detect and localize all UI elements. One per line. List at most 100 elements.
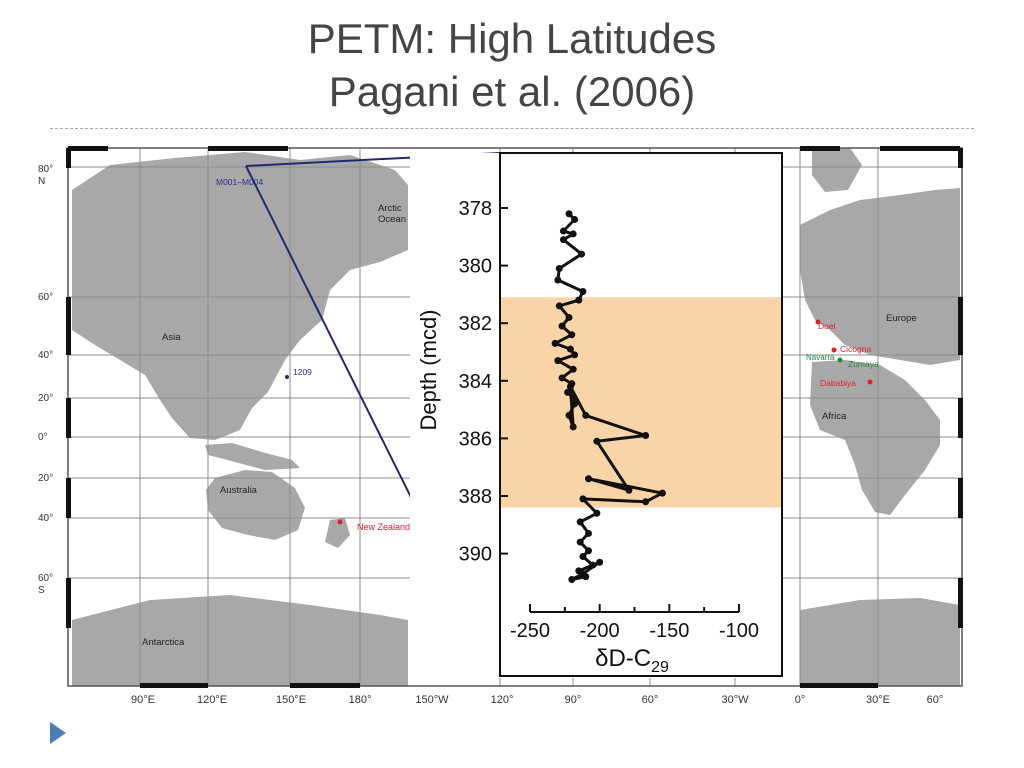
land-antarctica <box>72 595 408 686</box>
site-1209: 1209 <box>293 367 312 377</box>
data-point <box>642 498 650 506</box>
data-point <box>568 576 576 584</box>
region-arctic-1: Arctic <box>378 203 402 214</box>
x-tick-label: -200 <box>580 620 620 642</box>
lon-label: 120° <box>491 694 514 706</box>
data-point <box>569 394 577 402</box>
petm-shaded-band <box>500 297 782 508</box>
data-point <box>558 374 566 382</box>
y-tick-label: 390 <box>459 544 492 566</box>
data-point <box>559 236 567 244</box>
chart-y-axis: 378 380 382 384 386 388 390 <box>459 198 508 566</box>
data-point <box>569 230 577 238</box>
y-tick-label: 378 <box>459 198 492 220</box>
lon-label: 30°W <box>721 694 749 706</box>
chart-x-label: δD-C29 <box>595 645 669 676</box>
site-dababiya-dot <box>867 379 873 385</box>
data-point <box>585 475 593 483</box>
data-point <box>579 552 587 560</box>
data-point <box>565 313 573 321</box>
region-arctic-2: Ocean <box>378 214 406 225</box>
chart-y-label: Depth (mcd) <box>416 309 441 430</box>
chart-plot-frame <box>499 152 783 677</box>
data-point <box>559 227 567 235</box>
site-m001: M001–M004 <box>216 177 264 187</box>
lon-label: 0° <box>795 694 806 706</box>
lon-labels: 90°E 120°E 150°E 180° 150°W 120° 90° 60°… <box>131 694 943 706</box>
lat-80: 80° <box>38 164 53 175</box>
site-doel-dot <box>815 319 821 325</box>
slide-title: PETM: High Latitudes Pagani et al. (2006… <box>212 12 812 118</box>
data-point <box>578 250 586 258</box>
data-point <box>566 345 574 353</box>
data-point <box>555 302 563 310</box>
lat-label-60s: 60° S <box>38 573 56 596</box>
site-doel: Doel <box>818 321 836 331</box>
y-tick-label: 386 <box>459 428 492 450</box>
title-line-1: PETM: High Latitudes <box>307 15 717 62</box>
chart-x-label-sub: 29 <box>651 659 669 676</box>
y-tick-label: 380 <box>459 256 492 278</box>
site-1209-dot <box>285 375 289 379</box>
data-point <box>565 411 573 419</box>
lon-label: 150°W <box>415 694 449 706</box>
map-frame-ticks <box>66 146 963 688</box>
data-point <box>569 365 577 373</box>
y-tick-label: 382 <box>459 313 492 335</box>
data-point <box>589 561 597 569</box>
land-antarctica-east <box>800 598 960 686</box>
lon-label: 90°E <box>131 694 155 706</box>
lon-label: 60° <box>927 694 944 706</box>
series-points <box>551 210 666 584</box>
land-europe <box>800 188 960 365</box>
data-point <box>565 210 573 218</box>
land-indonesia <box>205 443 300 470</box>
data-point <box>658 489 666 497</box>
y-tick-label: 388 <box>459 486 492 508</box>
region-labels: Asia Arctic Ocean Australia Antarctica E… <box>142 203 917 648</box>
site-navarra: Navarra <box>806 353 835 362</box>
site-zumaya: Zumaya <box>848 359 879 369</box>
data-point <box>571 216 579 224</box>
region-africa: Africa <box>822 411 847 422</box>
lat-60: 60° <box>38 573 53 584</box>
site-cicogna-dot <box>831 347 837 353</box>
data-point <box>554 276 562 284</box>
site-zumaya-dot <box>837 357 843 363</box>
lon-label: 90° <box>565 694 582 706</box>
data-point <box>596 558 604 566</box>
chart-x-axis: -250 -200 -150 -100 <box>510 604 759 642</box>
lat-s: S <box>38 585 45 596</box>
land-alaska <box>380 205 408 240</box>
land-greenland <box>812 148 862 192</box>
title-line-2: Pagani et al. (2006) <box>328 68 696 115</box>
site-nz-dot <box>337 519 343 525</box>
lat-n: N <box>38 176 45 187</box>
lon-label: 30°E <box>866 694 890 706</box>
site-dababiya: Dababiya <box>820 378 856 388</box>
data-point <box>554 357 562 365</box>
land-japan <box>298 255 322 305</box>
data-point <box>566 383 574 391</box>
data-point <box>571 351 579 359</box>
lat-label-60: 60° <box>38 292 53 303</box>
region-antarctica: Antarctica <box>142 637 185 648</box>
x-tick-label: -100 <box>719 620 759 642</box>
chart-x-label-main: δD-C <box>595 645 651 672</box>
lat-label-40: 40° <box>38 350 53 361</box>
depth-profile-chart: 378 380 382 384 386 388 390 -250 -200 -150 -100 D… <box>410 152 783 678</box>
data-point <box>585 547 593 555</box>
lon-label: 180° <box>349 694 372 706</box>
lat-label-40s: 40° <box>38 513 53 524</box>
data-point <box>582 411 590 419</box>
data-point <box>555 264 563 272</box>
lat-label-80n: 80° N <box>38 164 56 187</box>
lat-labels: 80° N 60° 40° 20° 0° 20° 40° 60° S <box>38 164 56 596</box>
lat-label-20s: 20° <box>38 473 53 484</box>
region-australia: Australia <box>220 485 258 496</box>
data-point <box>576 538 584 546</box>
lon-label: 60° <box>642 694 659 706</box>
lat-label-20: 20° <box>38 393 53 404</box>
data-point <box>593 437 601 445</box>
x-tick-label: -250 <box>510 620 550 642</box>
